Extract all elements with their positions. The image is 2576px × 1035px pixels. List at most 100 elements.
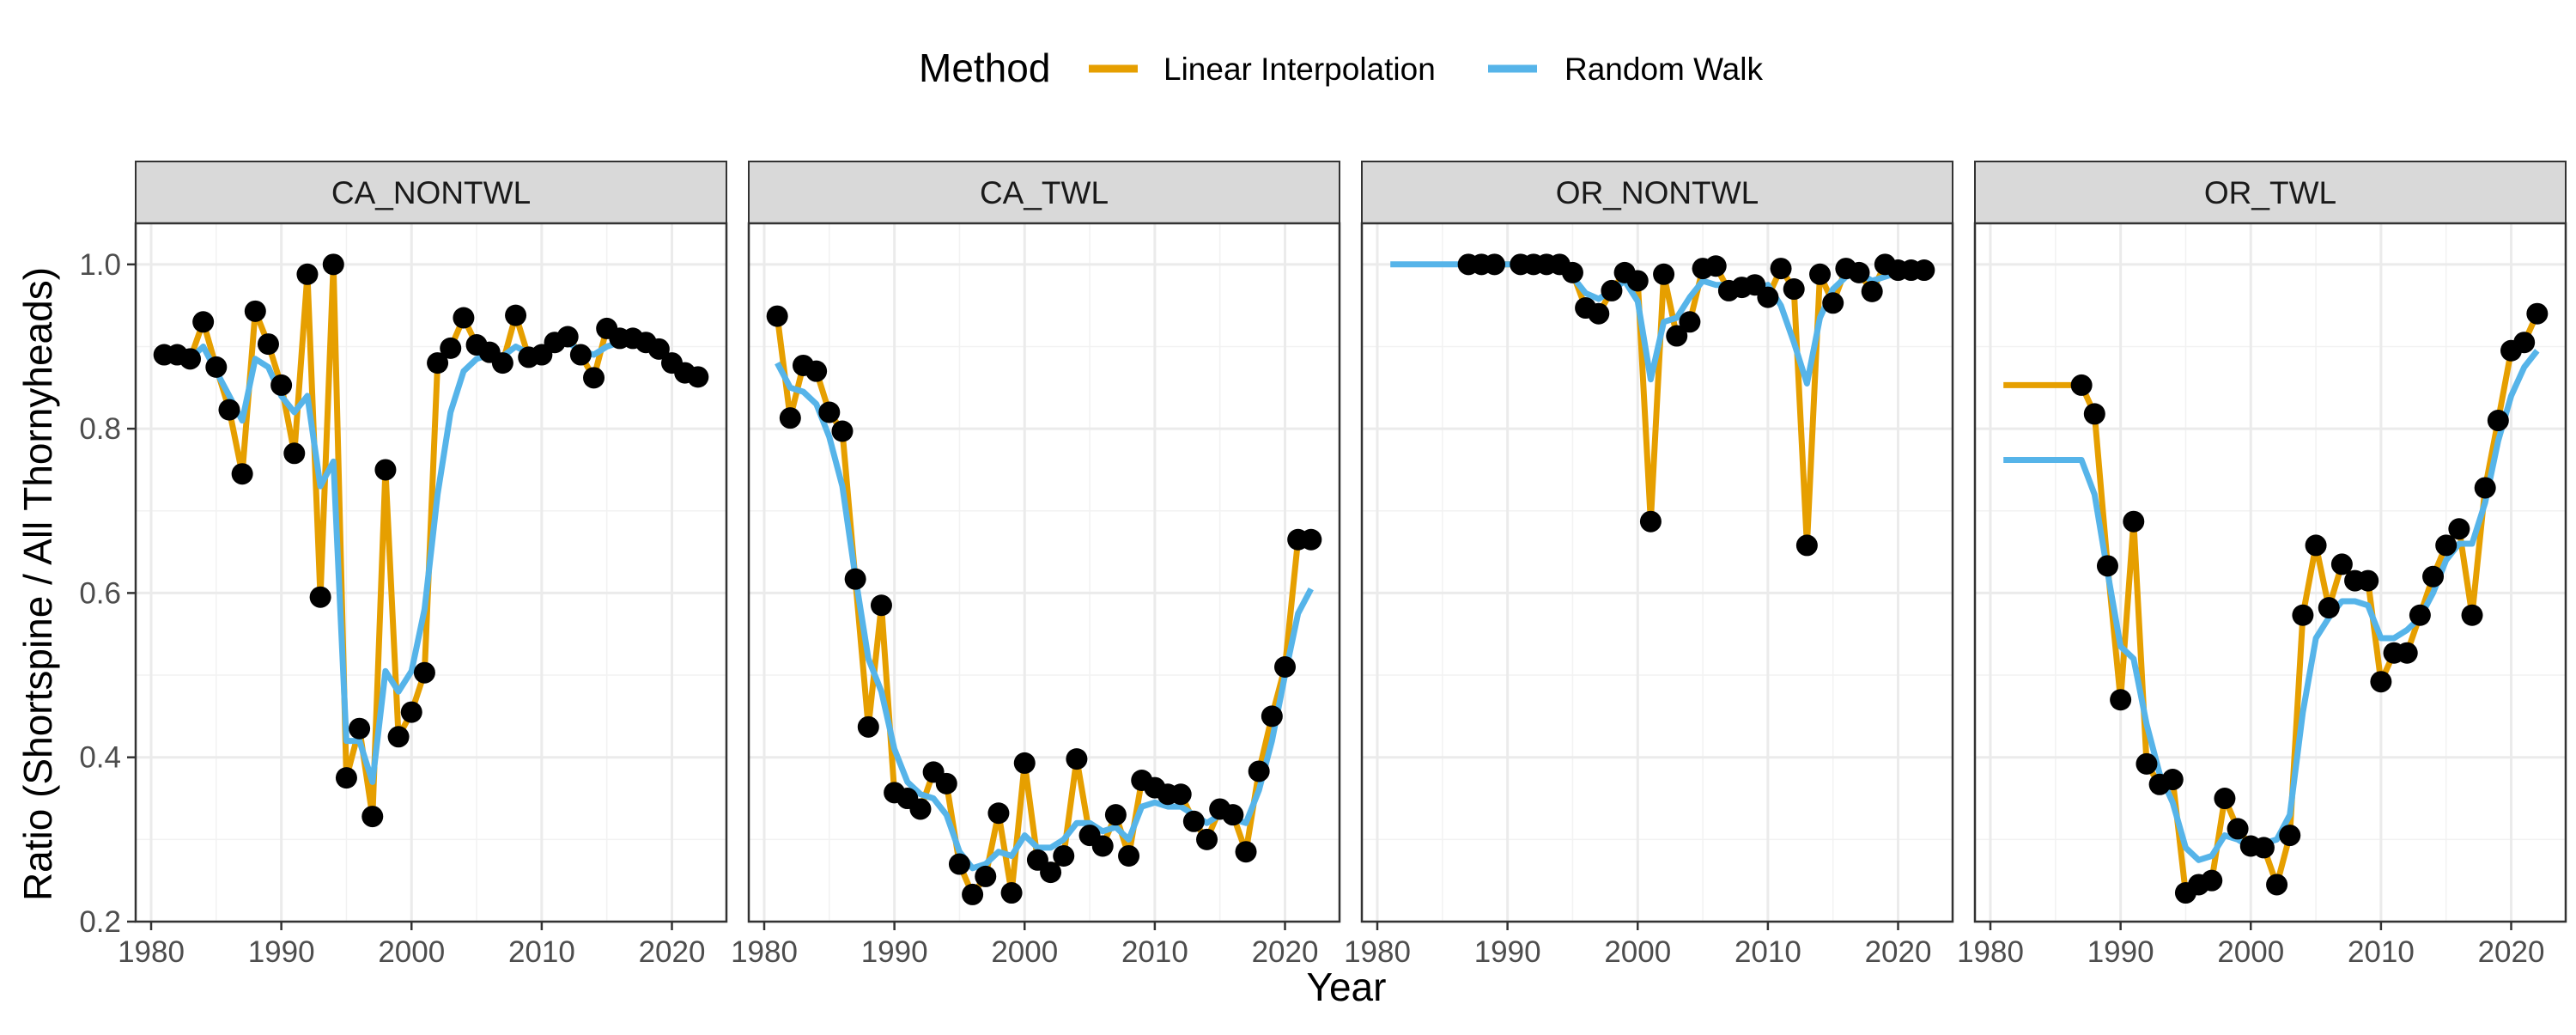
series-line-random-walk [163,339,700,785]
data-point [283,442,306,465]
data-point [2422,565,2445,588]
legend-title: Method [919,46,1050,90]
data-point [2136,752,2158,775]
x-tick-label: 2020 [2478,935,2545,969]
x-tick-label: 1990 [248,935,315,969]
x-tick-label: 2020 [1865,935,1932,969]
data-point [766,305,788,327]
data-point [2487,410,2509,432]
data-point [962,883,984,905]
data-point [1235,841,1257,863]
data-point [270,374,293,396]
data-point [687,366,709,388]
data-point [2357,569,2379,592]
panel-ca-twl: CA_TWL 1980 1990 2000 2010 2020 [731,161,1341,969]
data-point [257,333,279,356]
data-point [1274,655,1297,678]
y-tick-label: 1.0 [79,248,121,282]
x-tick-label: 1980 [118,935,185,969]
data-point [491,352,513,374]
data-point [335,767,357,789]
data-point [1679,311,1701,333]
data-point [374,459,397,481]
x-tick-label: 2010 [2348,935,2415,969]
data-point [2279,825,2301,847]
data-point [387,726,410,748]
data-point [1013,752,1036,774]
data-point [2292,604,2314,626]
data-point [1300,528,1322,551]
data-point [647,338,670,360]
panel-or-nontwl: OR_NONTWL 1980 1990 2000 2010 2020 [1344,161,1954,969]
panel-background [1362,223,1953,922]
data-point [309,586,331,608]
data-point [1261,705,1283,728]
data-point [2266,874,2288,896]
data-point [935,772,957,795]
data-point [1066,748,1088,770]
data-point [361,806,384,828]
data-point [192,311,215,333]
x-axis-title: Year [1307,965,1387,1009]
panel-border [1360,222,1954,923]
data-point [870,594,892,617]
x-tick-label: 2020 [639,935,706,969]
data-point [2474,477,2496,499]
data-point [2409,604,2431,626]
x-tick-label: 2010 [508,935,575,969]
data-point [1053,844,1075,867]
panel-border [747,222,1341,923]
data-point [2161,769,2184,791]
x-tick-label: 2000 [378,935,445,969]
data-point [2435,534,2458,557]
facet-strip [135,161,727,224]
data-point [1104,804,1127,826]
x-tick-label: 1990 [2087,935,2154,969]
data-point [1483,253,1505,276]
y-axis-title: Ratio (Shortspine / All Thornyheads) [15,267,60,901]
y-tick-label: 0.4 [79,741,121,775]
data-point [505,304,527,326]
data-point [2110,689,2132,711]
legend: Method Linear Interpolation Random Walk [919,46,1763,90]
data-point [556,326,579,348]
data-point [1809,263,1832,285]
data-point [179,348,201,370]
data-point [2214,788,2236,810]
data-point [1626,270,1649,292]
x-tick-label: 2000 [991,935,1058,969]
data-point [2201,869,2223,892]
data-point [1588,302,1610,325]
data-point [1770,258,1792,280]
data-point [349,717,371,740]
data-point [779,407,801,429]
data-point [2083,403,2105,425]
data-point [1248,760,1270,782]
data-point [818,401,841,423]
y-tick-label: 0.6 [79,576,121,610]
data-point [1182,810,1205,832]
x-tick-label: 2020 [1252,935,1319,969]
data-point [569,344,592,366]
data-point [2318,597,2340,619]
panel-border [1973,222,2567,923]
data-point [440,337,462,359]
data-point [1704,255,1727,277]
data-point [205,356,228,378]
data-point [2513,332,2536,354]
data-point [987,802,1010,825]
data-point [2123,510,2145,533]
facet-strip [748,161,1340,224]
x-tick-label: 2010 [1735,935,1801,969]
panel-border [134,222,728,923]
data-point [2461,604,2483,626]
data-point [2305,534,2327,557]
data-point [2070,374,2093,396]
data-point [1118,844,1140,867]
x-tick-label: 2010 [1121,935,1188,969]
x-tick-label: 2000 [2217,935,2284,969]
data-point [1666,325,1688,347]
data-point [1639,510,1662,533]
panel-or-twl: OR_TWL 1980 1990 2000 2010 2020 [1957,161,2567,969]
